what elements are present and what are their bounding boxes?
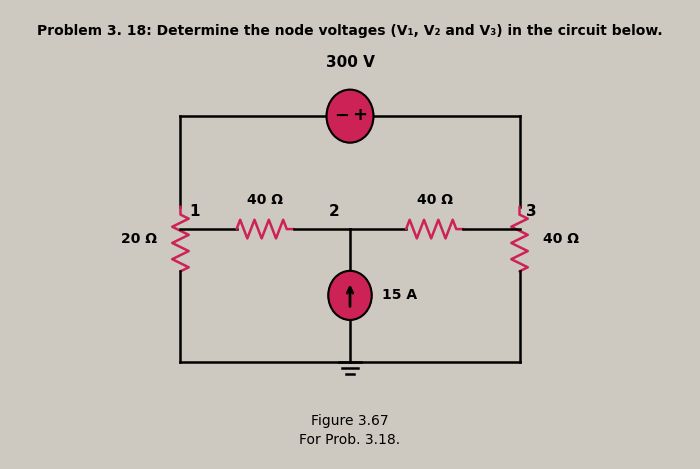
Text: For Prob. 3.18.: For Prob. 3.18. [300,433,400,447]
Text: 2: 2 [329,204,340,219]
Text: +: + [352,106,367,124]
Text: 40 Ω: 40 Ω [247,194,284,207]
Text: 1: 1 [189,204,199,219]
Text: 300 V: 300 V [326,55,374,70]
Text: 40 Ω: 40 Ω [543,232,580,246]
Text: 20 Ω: 20 Ω [120,232,157,246]
Text: 15 A: 15 A [382,288,417,303]
Circle shape [326,90,374,143]
Text: 40 Ω: 40 Ω [416,194,453,207]
Text: Problem 3. 18: Determine the node voltages (V₁, V₂ and V₃) in the circuit below.: Problem 3. 18: Determine the node voltag… [37,24,663,38]
Text: Figure 3.67: Figure 3.67 [312,414,388,428]
Text: 3: 3 [526,204,537,219]
Text: −: − [334,107,349,125]
Circle shape [328,271,372,320]
